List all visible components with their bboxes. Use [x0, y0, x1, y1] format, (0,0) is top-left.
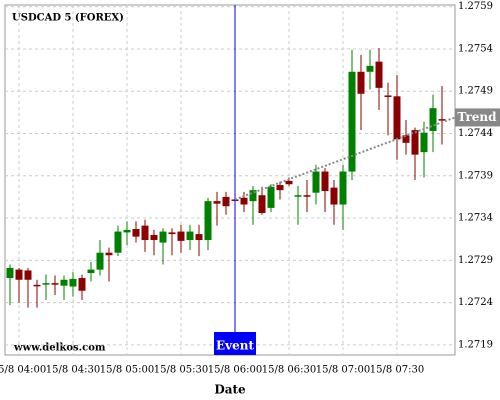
watermark: www.delkos.com [13, 343, 106, 354]
candle-body [141, 225, 149, 241]
candle-body [402, 135, 410, 143]
candle-body [384, 95, 392, 97]
candle-body [114, 231, 122, 253]
candle-body [42, 283, 50, 285]
y-tick-label: 1.2724 [458, 297, 493, 308]
trend-box [455, 108, 500, 127]
candle-body [240, 197, 248, 205]
candle-body [285, 180, 293, 185]
candle-body [105, 252, 113, 256]
candle-body [321, 171, 329, 191]
candle-body [168, 232, 176, 235]
candle-body [249, 190, 257, 202]
x-tick-label: 15/8 06:30 [262, 365, 316, 376]
x-axis-label: Date [214, 383, 246, 397]
candle-body [303, 195, 311, 197]
candle-body [150, 234, 158, 241]
candle-body [186, 231, 194, 241]
candle-body [357, 71, 365, 94]
candle-body [6, 267, 14, 279]
candle-body [375, 61, 383, 88]
candle-body [60, 279, 68, 286]
y-tick-label: 1.2759 [458, 1, 493, 12]
candle-body [96, 252, 104, 270]
candle-body [267, 186, 275, 208]
y-tick-label: 1.2729 [458, 255, 493, 266]
x-tick-label: 15/8 05:30 [154, 365, 208, 376]
trend-line [234, 116, 456, 201]
candle-body [78, 278, 86, 291]
candle-body [213, 201, 221, 204]
candle-body [339, 171, 347, 205]
candle-body [429, 108, 437, 131]
trend-label: Trend [457, 110, 497, 124]
candle-body [51, 283, 59, 285]
candle-body [195, 234, 203, 241]
candle-body [348, 71, 356, 172]
candle-body [33, 284, 41, 287]
candle-body [258, 195, 266, 213]
chart-title: USDCAD 5 (FOREX) [12, 13, 124, 24]
y-tick-label: 1.2734 [458, 213, 493, 224]
candle-body [420, 132, 428, 153]
candle-body [69, 278, 77, 287]
candle-body [411, 130, 419, 155]
candle-body [294, 195, 302, 197]
y-tick-label: 1.2719 [458, 339, 493, 350]
candle-body [87, 269, 95, 273]
candle-body [366, 65, 374, 72]
x-tick-label: 15/8 04:00 [0, 365, 46, 376]
candle-body [438, 119, 446, 121]
candle-body [312, 171, 320, 193]
x-tick-label: 15/8 04:30 [46, 365, 100, 376]
candle-body [15, 269, 23, 280]
event-label: Event [216, 339, 254, 353]
candle-body [123, 229, 131, 233]
event-box [214, 332, 256, 355]
y-tick-label: 1.2744 [458, 128, 493, 139]
y-tick-label: 1.2749 [458, 86, 493, 97]
candle-body [222, 196, 230, 207]
candle-body [204, 201, 212, 241]
candle-body [132, 229, 140, 237]
candle-body [24, 270, 32, 280]
y-tick-label: 1.2754 [458, 43, 493, 54]
x-tick-label: 15/8 05:00 [100, 365, 154, 376]
x-tick-label: 15/8 07:00 [316, 365, 370, 376]
y-tick-label: 1.2739 [458, 170, 493, 181]
candle-body [159, 231, 167, 243]
candle-body [276, 185, 284, 191]
x-tick-label: 15/8 06:00 [208, 365, 262, 376]
candle-body [393, 96, 401, 140]
candle-body [330, 187, 338, 205]
x-tick-label: 15/8 07:30 [370, 365, 424, 376]
candle-body [177, 231, 185, 241]
